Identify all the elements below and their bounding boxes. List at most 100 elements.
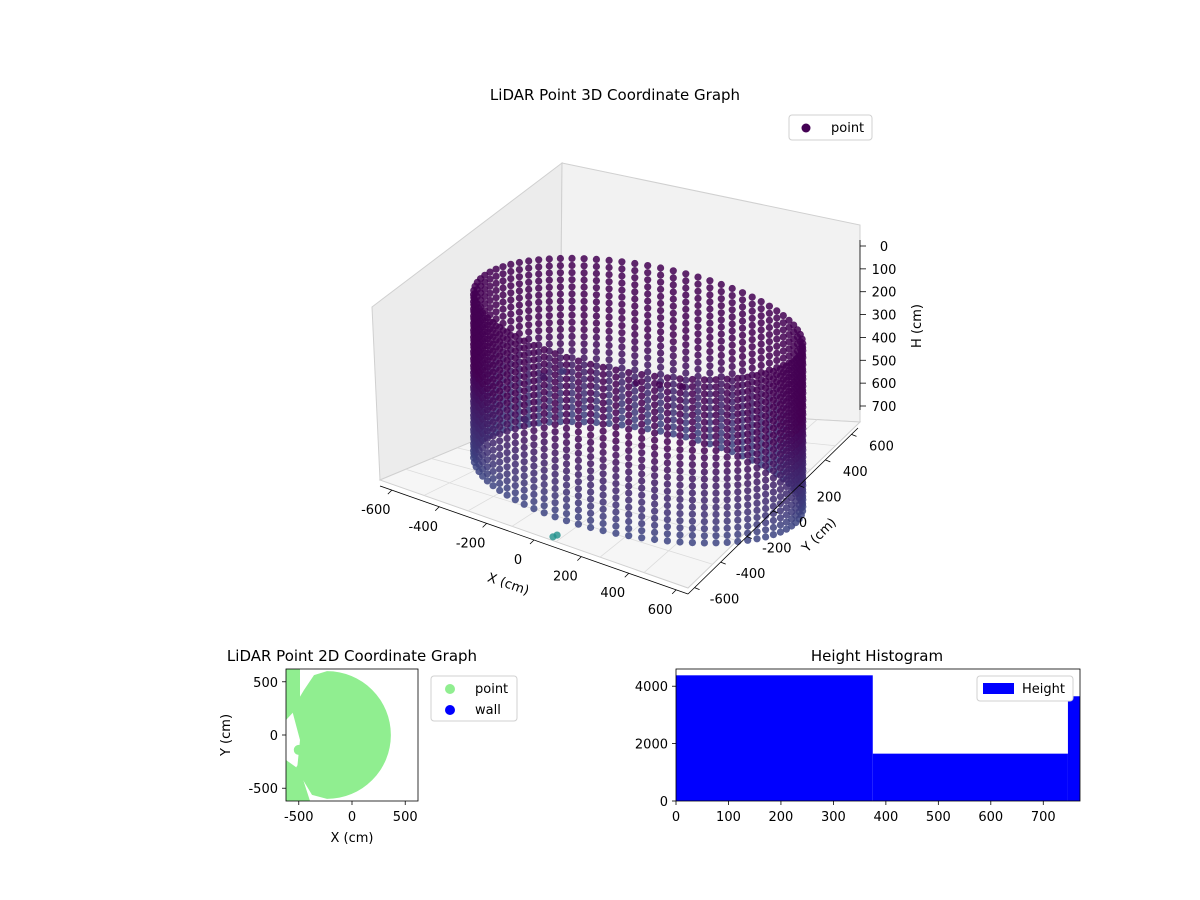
lidar-point: [682, 433, 690, 441]
lidar-point: [788, 366, 796, 374]
y-axis-label-2d: Y (cm): [219, 714, 234, 757]
lidar-point: [587, 453, 595, 461]
lidar-point: [700, 518, 709, 526]
lidar-point: [574, 435, 583, 443]
lidar-point: [651, 401, 659, 409]
lidar-point: [562, 481, 571, 489]
lidar-point: [744, 515, 752, 523]
lidar-point: [511, 439, 519, 447]
histogram-bar: [872, 753, 1068, 801]
lidar-point: [676, 467, 684, 475]
lidar-point: [625, 390, 633, 398]
lidar-point: [483, 370, 491, 379]
lidar-point: [599, 519, 607, 528]
lidar-point: [520, 401, 528, 409]
lidar-point: [644, 276, 652, 284]
lidar-point: [525, 278, 533, 286]
lidar-point: [651, 450, 659, 458]
lidar-point: [782, 447, 791, 455]
lidar-point: [734, 509, 742, 517]
x-tick-label-hist: 200: [769, 810, 794, 825]
lidar-point: [496, 423, 504, 431]
lidar-point: [540, 381, 548, 389]
lidar-point: [738, 331, 747, 339]
lidar-point: [530, 469, 538, 477]
lidar-point: [520, 493, 528, 501]
lidar-point: [782, 511, 791, 519]
x-tick-label-hist: 100: [716, 810, 741, 825]
lidar-point: [788, 479, 796, 488]
lidar-point: [663, 523, 672, 531]
lidar-point: [503, 441, 511, 450]
lidar-point: [688, 446, 697, 454]
legend-histogram-swatch: [983, 683, 1014, 694]
point-blob-2d: [287, 676, 298, 687]
lidar-point: [574, 499, 583, 507]
lidar-point: [625, 489, 633, 497]
lidar-point: [717, 373, 725, 381]
lidar-point: [515, 301, 524, 309]
lidar-point: [776, 443, 785, 451]
lidar-point: [574, 471, 583, 479]
lidar-point: [676, 403, 684, 411]
y-tick-label-3d: 400: [843, 465, 868, 480]
lidar-point: [723, 524, 731, 532]
lidar-point: [520, 451, 528, 459]
lidar-point: [688, 397, 697, 405]
z-tick-label-3d: 100: [872, 263, 897, 278]
lidar-point: [587, 424, 595, 432]
lidar-point: [638, 385, 646, 393]
lidar-point: [592, 411, 601, 419]
lidar-point: [556, 411, 565, 419]
lidar-point: [728, 284, 736, 293]
lidar-point: [515, 308, 524, 316]
point-blob-2d: [296, 717, 307, 728]
lidar-point: [618, 350, 626, 358]
lidar-point: [605, 384, 613, 392]
lidar-point: [625, 447, 633, 455]
lidar-point: [515, 322, 524, 330]
lidar-point: [748, 293, 756, 301]
lidar-point: [734, 474, 742, 482]
lidar-point: [738, 310, 747, 318]
lidar-point: [688, 524, 697, 533]
lidar-point: [744, 451, 752, 459]
lidar-point: [618, 329, 626, 337]
lidar-point: [706, 390, 714, 398]
lidar-point: [568, 276, 576, 284]
legend-3d-box: [788, 114, 873, 141]
lidar-point: [782, 405, 791, 413]
x-tick-label-hist: 700: [1031, 810, 1056, 825]
lidar-point: [592, 291, 601, 299]
lidar-point: [776, 514, 785, 522]
lidar-point: [669, 416, 677, 424]
lidar-point: [631, 359, 639, 367]
lidar-point: [753, 513, 761, 522]
lidar-point: [700, 475, 709, 483]
lidar-point: [568, 290, 576, 298]
lidar-point: [669, 373, 677, 381]
lidar-point: [574, 513, 583, 521]
lidar-point: [688, 503, 697, 511]
lidar-point: [753, 464, 761, 472]
lidar-point: [483, 378, 491, 386]
lidar-point: [663, 473, 672, 481]
lidar-point: [762, 377, 770, 385]
lidar-point: [663, 438, 672, 446]
lidar-point: [562, 495, 571, 503]
lidar-point: [556, 318, 565, 326]
lidar-point: [496, 380, 504, 388]
chart-2d-title: LiDAR Point 2D Coordinate Graph: [227, 647, 477, 665]
lidar-point: [682, 277, 690, 285]
lidar-point: [769, 375, 778, 383]
lidar-point: [700, 532, 709, 540]
lidar-point: [511, 446, 519, 454]
lidar-point: [483, 406, 491, 414]
lidar-point: [503, 342, 511, 350]
lidar-point: [638, 442, 646, 450]
lidar-point: [525, 307, 533, 315]
lidar-point: [592, 348, 601, 356]
lidar-point: [580, 304, 588, 312]
lidar-point: [511, 425, 519, 433]
